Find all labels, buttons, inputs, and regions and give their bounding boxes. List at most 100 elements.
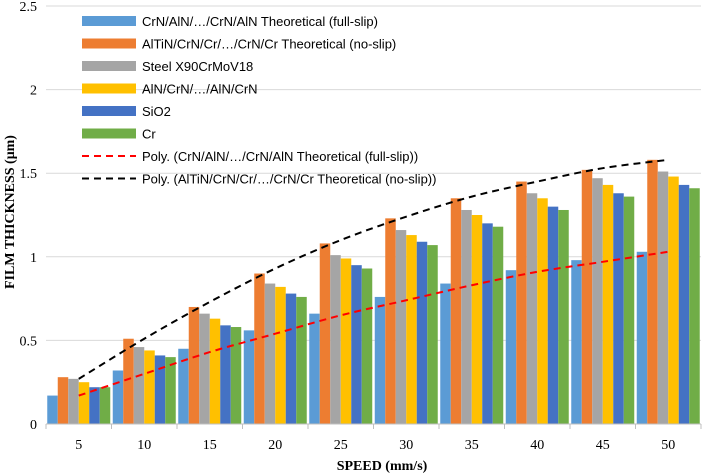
bar — [340, 258, 352, 424]
bar — [537, 198, 548, 424]
bar — [275, 286, 286, 424]
bar — [440, 283, 451, 424]
x-tick-label: 30 — [399, 438, 413, 453]
bar — [571, 260, 582, 424]
bar — [220, 325, 231, 424]
bar — [558, 209, 569, 424]
bar — [689, 188, 700, 424]
legend-swatch — [82, 61, 136, 71]
bar — [78, 382, 90, 424]
y-tick-label: 1.5 — [20, 167, 38, 182]
legend-swatch — [82, 38, 136, 49]
bar — [450, 198, 462, 424]
legend-label: Steel X90CrMoV18 — [142, 59, 253, 74]
y-tick-label: 0.5 — [20, 334, 38, 349]
legend-label: Cr — [142, 127, 156, 142]
x-tick-labels: 5 10 15 20 25 30 35 40 45 50 — [75, 438, 675, 453]
bar — [461, 209, 472, 424]
bar — [199, 313, 210, 424]
bar — [505, 270, 517, 424]
axes — [45, 423, 702, 429]
legend-swatch — [82, 128, 136, 139]
x-tick-label: 40 — [530, 438, 544, 453]
legend-swatch — [82, 106, 136, 116]
bar — [264, 283, 276, 424]
bar — [165, 357, 176, 424]
legend-swatch — [82, 83, 136, 94]
y-tick-label: 1 — [30, 251, 37, 266]
bar — [678, 184, 690, 424]
bar — [657, 171, 669, 424]
bar — [209, 318, 221, 424]
trendlines — [78, 158, 669, 397]
bar — [123, 338, 134, 424]
bar — [133, 347, 145, 424]
bar — [668, 176, 679, 424]
bar — [330, 255, 341, 424]
legend-swatch — [82, 16, 136, 26]
bar — [361, 268, 373, 424]
bar — [243, 330, 255, 424]
x-axis-label: SPEED (mm/s) — [337, 459, 428, 474]
y-tick-label: 2 — [30, 84, 37, 99]
bar — [623, 196, 635, 424]
bar — [47, 395, 58, 424]
bar — [526, 193, 538, 424]
x-tick-label: 10 — [137, 438, 151, 453]
legend-label: SiO2 — [142, 104, 171, 119]
x-tick-label: 25 — [334, 438, 348, 453]
bar — [188, 306, 200, 424]
y-tick-label: 0 — [30, 418, 37, 433]
bar — [374, 296, 386, 424]
legend-label: Poly. (AlTiN/CrN/Cr/…/CrN/Cr Theoretical… — [142, 172, 436, 187]
bar — [112, 370, 124, 424]
bar — [482, 223, 493, 424]
bar — [416, 241, 428, 424]
bar — [406, 235, 417, 424]
x-tick-label: 15 — [203, 438, 217, 453]
x-tick-label: 50 — [661, 438, 675, 453]
y-tick-label: 2.5 — [20, 0, 38, 15]
legend: CrN/AlN/…/CrN/AlN Theoretical (full-slip… — [82, 14, 436, 187]
bar — [351, 265, 362, 424]
bar — [154, 355, 166, 424]
bar — [636, 251, 648, 424]
bar — [296, 296, 307, 424]
bar — [89, 387, 100, 424]
bar — [230, 327, 242, 424]
y-tick-labels: 0 0.5 1 1.5 2 2.5 — [20, 0, 38, 433]
bar — [492, 226, 504, 424]
trendline — [78, 250, 669, 397]
legend-label: CrN/AlN/…/CrN/AlN Theoretical (full-slip… — [142, 14, 378, 29]
bar — [68, 378, 79, 424]
x-tick-label: 45 — [596, 438, 610, 453]
bar — [319, 243, 331, 424]
trendline — [78, 158, 669, 380]
bar — [602, 184, 614, 424]
bar — [309, 313, 320, 424]
bar — [581, 169, 593, 424]
bar — [592, 178, 603, 424]
legend-label: AlN/CrN/…/AlN/CrN — [142, 82, 258, 97]
bar — [427, 245, 438, 424]
bar — [254, 273, 265, 424]
bar — [613, 193, 624, 424]
bar — [144, 350, 155, 424]
bar — [471, 215, 483, 424]
bar — [285, 293, 297, 424]
bar — [385, 218, 396, 424]
bar — [395, 230, 407, 424]
y-axis-label: FILM THICKNESS (μm) — [3, 135, 18, 289]
bar — [57, 377, 69, 424]
legend-label: Poly. (CrN/AlN/…/CrN/AlN Theoretical (fu… — [142, 149, 418, 164]
bars — [47, 159, 700, 424]
x-tick-label: 35 — [465, 438, 479, 453]
bar — [178, 348, 189, 424]
bar — [516, 181, 527, 424]
bar — [647, 159, 658, 424]
x-tick-label: 20 — [268, 438, 282, 453]
x-tick-label: 5 — [75, 438, 82, 453]
bar — [547, 206, 559, 424]
bar — [99, 387, 111, 424]
